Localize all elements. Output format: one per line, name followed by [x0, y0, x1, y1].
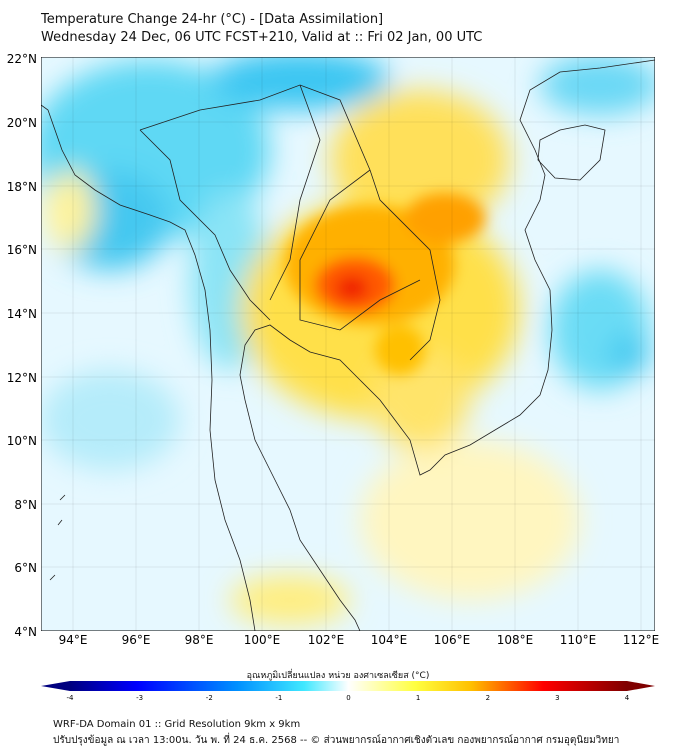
lat-tick: 18°N	[7, 180, 37, 194]
colorbar-low-arrow	[41, 681, 70, 691]
chart-subtitle: Wednesday 24 Dec, 06 UTC FCST+210, Valid…	[41, 30, 483, 45]
lat-tick: 4°N	[14, 625, 37, 639]
lon-tick: 104°E	[371, 633, 408, 647]
lon-tick: 96°E	[122, 633, 151, 647]
lat-tick: 10°N	[7, 434, 37, 448]
colorbar: -4 -3 -2 -1 0 1 2 3 4	[41, 681, 655, 702]
lon-tick: 98°E	[185, 633, 214, 647]
lat-tick: 8°N	[14, 498, 37, 512]
footer-update-info: ปรับปรุงข้อมูล ณ เวลา 13:00น. วัน พ. ที่…	[53, 735, 620, 746]
lon-tick: 112°E	[623, 633, 660, 647]
lon-tick: 94°E	[59, 633, 88, 647]
lon-tick: 106°E	[434, 633, 471, 647]
colorbar-tick: 4	[625, 694, 630, 702]
lat-tick-labels: 22°N 20°N 18°N 16°N 14°N 12°N 10°N 8°N 6…	[7, 52, 37, 639]
colorbar-tick: 2	[486, 694, 490, 702]
lon-tick: 102°E	[308, 633, 345, 647]
colorbar-tick: -1	[275, 694, 282, 702]
heatmap-field	[41, 57, 655, 631]
lon-tick-labels: 94°E 96°E 98°E 100°E 102°E 104°E 106°E 1…	[59, 633, 660, 647]
colorbar-tick: 3	[555, 694, 559, 702]
colorbar-high-arrow	[627, 681, 655, 691]
graticule	[41, 57, 655, 631]
lat-tick: 16°N	[7, 243, 37, 257]
colorbar-tick: -4	[67, 694, 75, 702]
lat-tick: 12°N	[7, 371, 37, 385]
lat-tick: 20°N	[7, 116, 37, 130]
lon-tick: 100°E	[244, 633, 281, 647]
colorbar-tick: 0	[346, 694, 350, 702]
colorbar-tick: -2	[206, 694, 213, 702]
colorbar-gradient	[70, 681, 627, 691]
footer-model-info: WRF-DA Domain 01 :: Grid Resolution 9km …	[53, 719, 301, 730]
colorbar-tick: -3	[136, 694, 143, 702]
coastlines-borders	[41, 59, 655, 631]
colorbar-tick: 1	[416, 694, 420, 702]
colorbar-label: อุณหภูมิเปลี่ยนแปลง หน่วย องศาเซลเซียส (…	[246, 671, 430, 681]
lon-tick: 108°E	[497, 633, 534, 647]
lat-tick: 22°N	[7, 52, 37, 66]
lat-tick: 14°N	[7, 307, 37, 321]
lat-tick: 6°N	[14, 561, 37, 575]
chart-title: Temperature Change 24-hr (°C) - [Data As…	[41, 12, 384, 27]
lon-tick: 110°E	[560, 633, 597, 647]
